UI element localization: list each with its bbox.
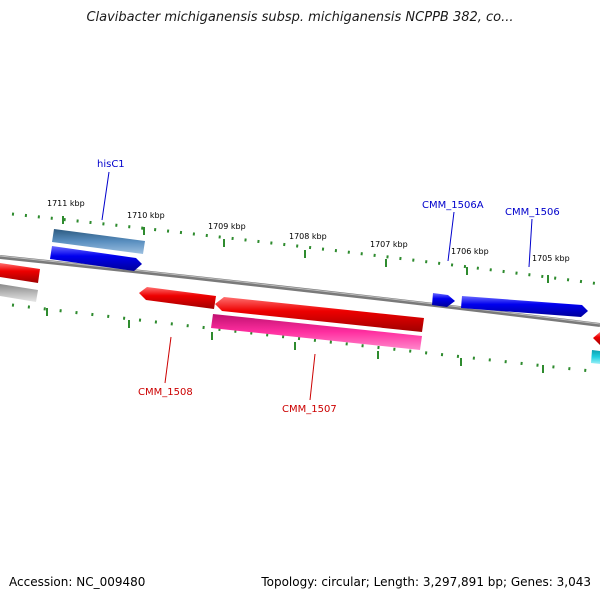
label-connector — [164, 336, 172, 384]
label-connector — [309, 353, 316, 401]
genome-backbone-highlight — [0, 255, 600, 325]
topology-value: circular — [321, 575, 366, 589]
scale-tick-label: 1705 kbp — [532, 254, 570, 263]
scale-tick-label: 1711 kbp — [47, 199, 85, 208]
label-connector — [447, 211, 455, 262]
gene-cmm-1507[interactable] — [215, 297, 424, 332]
gene-label-cmm-1506[interactable]: CMM_1506 — [505, 207, 560, 218]
length-value: 3,297,891 bp — [422, 575, 503, 589]
accession-info: Accession: NC_009480 — [9, 575, 145, 589]
gene-cmm-1506[interactable] — [461, 296, 588, 317]
accession-label: Accession: — [9, 575, 73, 589]
genes-value: 3,043 — [556, 575, 591, 589]
gene-left-grey[interactable] — [0, 284, 38, 302]
accession-value: NC_009480 — [76, 575, 146, 589]
gene-right-cyan[interactable] — [591, 350, 600, 364]
map-title: Clavibacter michiganensis subsp. michiga… — [86, 10, 514, 25]
gene-label-cmm-1507[interactable]: CMM_1507 — [282, 404, 337, 415]
genome-stats: Topology: circular; Length: 3,297,891 bp… — [261, 575, 591, 589]
gene-label-cmm-1506a[interactable]: CMM_1506A — [422, 200, 484, 211]
scale-tick-label: 1710 kbp — [127, 211, 165, 220]
label-connector — [528, 218, 533, 268]
gene-cmm-1506a[interactable] — [432, 293, 455, 307]
gene-right-red[interactable] — [593, 332, 600, 345]
genome-backbone — [0, 255, 600, 327]
gene-cmm-1508[interactable] — [139, 287, 216, 309]
scale-tick-label: 1706 kbp — [451, 247, 489, 256]
scale-tick-label: 1707 kbp — [370, 240, 408, 249]
scale-tick-label: 1708 kbp — [289, 232, 327, 241]
label-connector — [101, 171, 110, 221]
gene-cmm-1507-rna[interactable] — [211, 314, 422, 350]
gene-left-forward[interactable] — [0, 263, 40, 283]
gene-label-hiscq[interactable]: hisC1 — [97, 159, 125, 170]
gene-hisC1-pseudo[interactable] — [52, 229, 145, 254]
gene-label-cmm-1508[interactable]: CMM_1508 — [138, 387, 193, 398]
gene-hisC1[interactable] — [50, 246, 142, 271]
outer-scale-dots — [11, 212, 600, 286]
scale-tick-label: 1709 kbp — [208, 222, 246, 231]
